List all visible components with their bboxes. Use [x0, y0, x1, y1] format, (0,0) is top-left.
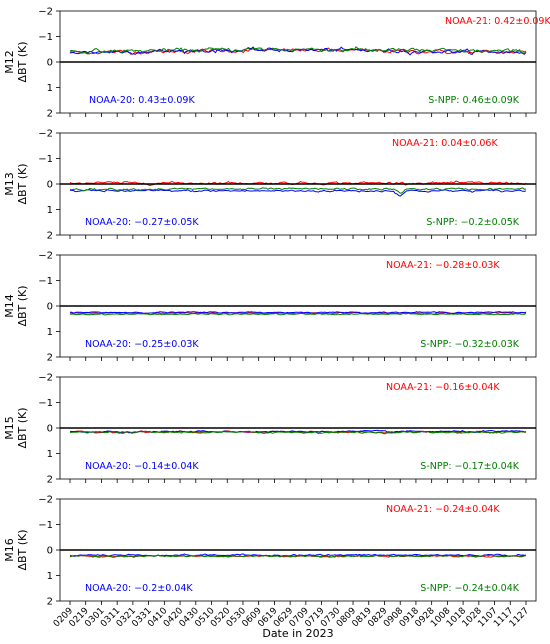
annotation-bottom-left: NOAA-20: 0.43±0.09K: [89, 95, 195, 106]
series-line-s-npp: [69, 554, 527, 558]
panel-m12: −2 −1 0 1 2 M12 ΔBT (K) NOAA-21: 0.42±0.09K NOAA…: [3, 7, 550, 120]
y-tick-label: 2: [47, 597, 53, 608]
y-tick-label: −1: [38, 520, 53, 531]
y-tick-label: −2: [38, 7, 53, 18]
y-tick-label: 2: [47, 231, 53, 242]
y-tick-label: 0: [47, 302, 53, 313]
annotation-bottom-left: NOAA-20: −0.25±0.03K: [85, 339, 199, 350]
y-tick-label: 0: [47, 424, 53, 435]
panel-m13: −2 −1 0 1 2 M13 ΔBT (K) NOAA-21: 0.04±0.06K NOAA…: [3, 129, 537, 242]
y-tick-label: 1: [47, 449, 53, 460]
panel-m16: −2 −1 0 1 2 M16 ΔBT (K) NOAA-21: −0.24±0.04K NOA…: [3, 495, 537, 640]
series-line-noaa-20: [69, 189, 527, 197]
y-label-band: M16: [3, 538, 16, 562]
y-tick-label: 2: [47, 475, 53, 486]
y-tick-label: −1: [38, 398, 53, 409]
x-axis-label: Date in 2023: [262, 627, 333, 640]
series-line-s-npp: [69, 46, 527, 55]
y-tick-label: −2: [38, 129, 53, 140]
series-line-s-npp: [70, 187, 527, 194]
y-tick-label: −2: [38, 251, 53, 262]
y-label-unit: ΔBT (K): [16, 529, 29, 570]
y-tick-label: 1: [47, 205, 53, 216]
y-label-band: M12: [3, 50, 16, 74]
y-label-unit: ΔBT (K): [16, 163, 29, 204]
y-tick-label: 2: [47, 353, 53, 364]
annotation-top-right: NOAA-21: 0.04±0.06K: [392, 138, 498, 149]
y-tick-label: 1: [47, 571, 53, 582]
y-tick-label: 0: [47, 546, 53, 557]
y-label-unit: ΔBT (K): [16, 41, 29, 82]
annotation-bottom-left: NOAA-20: −0.14±0.04K: [85, 461, 199, 472]
annotation-bottom-right: S-NPP: −0.24±0.04K: [420, 583, 519, 594]
y-label-unit: ΔBT (K): [16, 407, 29, 448]
y-label-band: M13: [3, 172, 16, 196]
annotation-top-right: NOAA-21: −0.24±0.04K: [386, 504, 500, 515]
panel-m14: −2 −1 0 1 2 M14 ΔBT (K) NOAA-21: −0.28±0.03K NOA…: [3, 251, 537, 364]
panel-m15: −2 −1 0 1 2 M15 ΔBT (K) NOAA-21: −0.16±0.04K NOA…: [3, 373, 537, 486]
annotation-bottom-left: NOAA-20: −0.27±0.05K: [85, 217, 199, 228]
y-tick-label: 0: [47, 58, 53, 69]
series-line-s-npp: [69, 312, 527, 316]
series-line-noaa-20: [69, 311, 527, 315]
y-label-band: M15: [3, 416, 16, 440]
y-tick-label: 1: [47, 83, 53, 94]
annotation-top-right: NOAA-21: 0.42±0.09K: [445, 16, 550, 27]
series-line-noaa-20: [69, 46, 527, 56]
y-tick-label: 1: [47, 327, 53, 338]
y-label-band: M14: [3, 294, 16, 318]
y-tick-label: −2: [38, 495, 53, 506]
annotation-bottom-left: NOAA-20: −0.2±0.04K: [85, 583, 193, 594]
y-tick-label: 2: [47, 109, 53, 120]
y-tick-label: 0: [47, 180, 53, 191]
y-tick-label: −2: [38, 373, 53, 384]
y-label-unit: ΔBT (K): [16, 285, 29, 326]
y-tick-label: −1: [38, 276, 53, 287]
annotation-top-right: NOAA-21: −0.16±0.04K: [386, 382, 500, 393]
series-line-s-npp: [70, 430, 527, 435]
annotation-bottom-right: S-NPP: −0.32±0.03K: [420, 339, 519, 350]
y-tick-label: −1: [38, 32, 53, 43]
annotation-bottom-right: S-NPP: −0.17±0.04K: [420, 461, 519, 472]
annotation-bottom-right: S-NPP: 0.46±0.09K: [428, 95, 520, 106]
annotation-top-right: NOAA-21: −0.28±0.03K: [386, 260, 500, 271]
y-tick-label: −1: [38, 154, 53, 165]
annotation-bottom-right: S-NPP: −0.2±0.05K: [426, 217, 519, 228]
